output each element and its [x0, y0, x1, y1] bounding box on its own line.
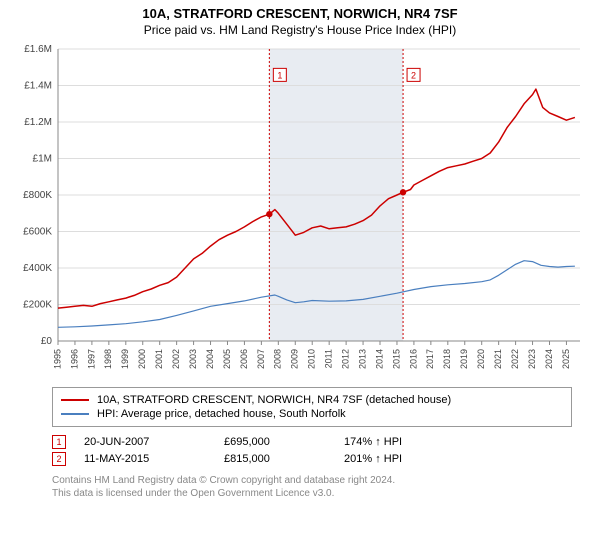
svg-text:£400K: £400K — [23, 263, 52, 274]
svg-text:2011: 2011 — [324, 349, 334, 368]
transaction-marker-badge: 1 — [52, 435, 66, 449]
svg-text:1995: 1995 — [52, 349, 62, 369]
svg-text:2000: 2000 — [137, 349, 147, 369]
svg-text:2010: 2010 — [307, 349, 317, 369]
svg-text:2005: 2005 — [222, 349, 232, 369]
legend-item: HPI: Average price, detached house, Sout… — [61, 408, 563, 420]
svg-text:£1M: £1M — [33, 154, 52, 165]
transaction-row: 2 11-MAY-2015£815,000201% ↑ HPI — [52, 452, 572, 466]
transaction-hpi-pct: 201% ↑ HPI — [344, 453, 402, 465]
svg-text:2024: 2024 — [544, 349, 554, 369]
svg-text:£200K: £200K — [23, 300, 52, 311]
transaction-date: 20-JUN-2007 — [84, 436, 224, 448]
svg-text:2025: 2025 — [561, 349, 571, 369]
svg-text:2003: 2003 — [188, 349, 198, 369]
svg-text:2018: 2018 — [442, 349, 452, 369]
svg-text:1: 1 — [277, 70, 282, 80]
svg-text:1997: 1997 — [86, 349, 96, 369]
chart-plot-area: £0 £200K £400K £600K £800K £1M £1.2M £1.4M £1.6M… — [10, 41, 590, 381]
svg-text:2: 2 — [411, 70, 416, 80]
svg-text:1998: 1998 — [103, 349, 113, 369]
svg-text:2009: 2009 — [290, 349, 300, 369]
svg-text:£600K: £600K — [23, 227, 52, 238]
svg-text:£0: £0 — [41, 336, 53, 347]
footer-line2: This data is licensed under the Open Gov… — [52, 487, 572, 500]
svg-text:2013: 2013 — [357, 349, 367, 369]
svg-text:2006: 2006 — [239, 349, 249, 369]
chart-container: 10A, STRATFORD CRESCENT, NORWICH, NR4 7S… — [0, 0, 600, 504]
svg-text:2015: 2015 — [391, 349, 401, 369]
svg-text:£800K: £800K — [23, 190, 52, 201]
svg-text:2019: 2019 — [459, 349, 469, 369]
svg-text:2016: 2016 — [408, 349, 418, 369]
legend-swatch — [61, 399, 89, 401]
transaction-marker-badge: 2 — [52, 452, 66, 466]
svg-text:2001: 2001 — [154, 349, 164, 369]
svg-text:2021: 2021 — [493, 349, 503, 369]
svg-text:2004: 2004 — [205, 349, 215, 369]
chart-title: 10A, STRATFORD CRESCENT, NORWICH, NR4 7S… — [10, 6, 590, 21]
transaction-row: 1 20-JUN-2007£695,000174% ↑ HPI — [52, 435, 572, 449]
svg-text:2007: 2007 — [256, 349, 266, 369]
svg-text:2023: 2023 — [527, 349, 537, 369]
transaction-price: £695,000 — [224, 436, 344, 448]
transaction-date: 11-MAY-2015 — [84, 453, 224, 465]
svg-text:2014: 2014 — [374, 349, 384, 369]
svg-text:2017: 2017 — [425, 349, 435, 369]
svg-text:1999: 1999 — [120, 349, 130, 369]
svg-text:2012: 2012 — [340, 349, 350, 369]
chart-subtitle: Price paid vs. HM Land Registry's House … — [10, 23, 590, 37]
transaction-list: 1 20-JUN-2007£695,000174% ↑ HPI 2 11-MAY-20… — [52, 435, 572, 466]
svg-text:2020: 2020 — [476, 349, 486, 369]
legend-label: HPI: Average price, detached house, Sout… — [97, 408, 346, 420]
legend-label: 10A, STRATFORD CRESCENT, NORWICH, NR4 7S… — [97, 394, 451, 406]
transaction-price: £815,000 — [224, 453, 344, 465]
legend-item: 10A, STRATFORD CRESCENT, NORWICH, NR4 7S… — [61, 394, 563, 406]
legend-swatch — [61, 413, 89, 415]
footer-line1: Contains HM Land Registry data © Crown c… — [52, 474, 572, 487]
line-chart-svg: £0 £200K £400K £600K £800K £1M £1.2M £1.4M £1.6M… — [10, 41, 590, 381]
svg-text:£1.2M: £1.2M — [24, 117, 52, 128]
transaction-hpi-pct: 174% ↑ HPI — [344, 436, 402, 448]
svg-text:£1.4M: £1.4M — [24, 81, 52, 92]
footer-attribution: Contains HM Land Registry data © Crown c… — [52, 474, 572, 500]
svg-text:2008: 2008 — [273, 349, 283, 369]
svg-text:1996: 1996 — [69, 349, 79, 369]
svg-text:£1.6M: £1.6M — [24, 44, 52, 55]
svg-text:2022: 2022 — [510, 349, 520, 369]
legend: 10A, STRATFORD CRESCENT, NORWICH, NR4 7S… — [52, 387, 572, 427]
svg-text:2002: 2002 — [171, 349, 181, 369]
